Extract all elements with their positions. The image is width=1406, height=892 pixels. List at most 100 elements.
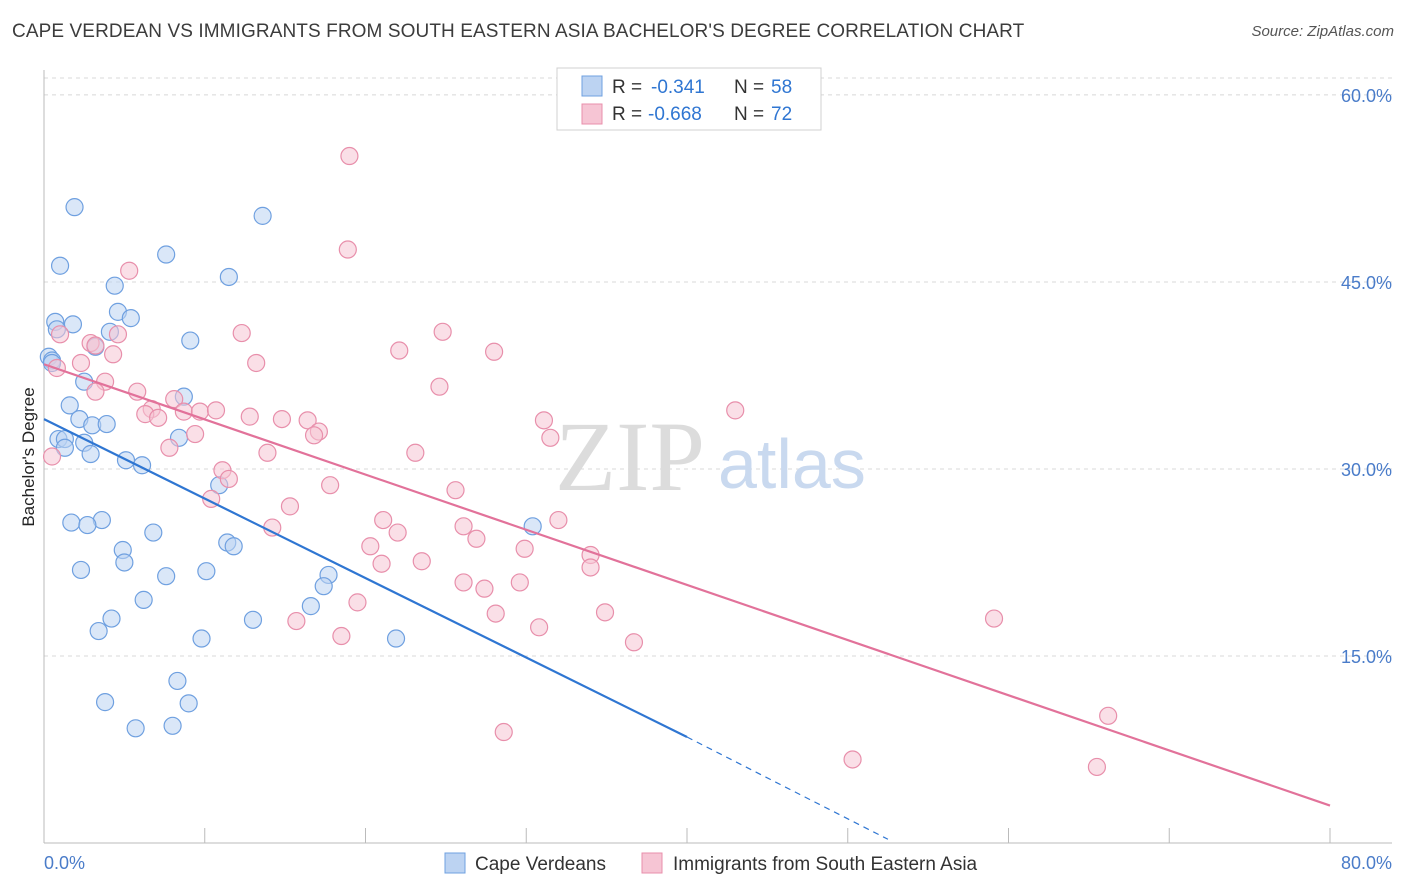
sea-immigrants-point: [433, 322, 452, 341]
legend-r-value-pink: -0.668: [648, 104, 702, 125]
cape-verdeans-point: [144, 523, 163, 542]
legend-r-value-blue: -0.341: [651, 77, 705, 98]
cape-verdeans-point: [168, 671, 187, 691]
sea-immigrants-point: [232, 323, 251, 343]
cape-verdeans-point: [243, 610, 263, 629]
sea-immigrants-point: [494, 722, 513, 742]
sea-immigrants-point: [534, 411, 554, 430]
cape-verdeans-point: [65, 198, 84, 217]
sea-immigrants-point: [485, 342, 504, 361]
trendline-cape-verdeans-extension: [686, 736, 889, 840]
cape-verdeans-point: [157, 245, 176, 264]
x-tick-label-min: 0.0%: [44, 853, 85, 873]
sea-immigrants-point: [515, 539, 534, 558]
sea-immigrants-point: [304, 426, 324, 445]
cape-verdeans-point: [126, 719, 145, 738]
sea-immigrants-point: [843, 750, 862, 769]
sea-immigrants-point: [272, 409, 292, 429]
y-tick-label: 30.0%: [1341, 460, 1392, 480]
cape-verdeans-points: [39, 198, 542, 738]
sea-immigrants-point: [430, 377, 449, 396]
sea-immigrants-point: [104, 345, 123, 364]
gridlines: [44, 77, 1392, 657]
cape-verdeans-point: [115, 553, 134, 572]
sea-immigrants-point: [984, 609, 1004, 628]
sea-immigrants-point: [541, 428, 560, 447]
sea-immigrants-point: [412, 552, 431, 571]
cape-verdeans-point: [62, 513, 81, 532]
sea-immigrants-point: [374, 510, 393, 530]
sea-immigrants-point: [340, 146, 359, 166]
sea-immigrants-point: [595, 603, 615, 622]
sea-immigrants-points: [42, 146, 1118, 777]
sea-immigrants-point: [321, 476, 340, 495]
x-ticks: [43, 828, 1331, 843]
cape-verdeans-point: [81, 444, 100, 464]
sea-immigrants-point: [338, 240, 357, 259]
cape-verdeans-point: [181, 331, 200, 350]
sea-immigrants-point: [388, 523, 407, 542]
cape-verdeans-point: [192, 629, 211, 648]
sea-immigrants-point: [475, 579, 494, 598]
series-legend-label-pink: Immigrants from South Eastern Asia: [673, 854, 978, 875]
y-tick-labels: 15.0% 30.0% 45.0% 60.0%: [1341, 86, 1392, 667]
sea-immigrants-point: [186, 424, 205, 444]
sea-immigrants-point: [287, 611, 306, 631]
sea-immigrants-point: [454, 573, 473, 592]
legend-n-label-pink: N =: [734, 104, 764, 125]
y-tick-label: 60.0%: [1341, 86, 1392, 106]
chart-title: CAPE VERDEAN VS IMMIGRANTS FROM SOUTH EA…: [12, 21, 1025, 42]
cape-verdeans-point: [134, 590, 153, 609]
cape-verdeans-point: [60, 396, 79, 415]
watermark-zip: ZIP: [555, 401, 705, 512]
sea-immigrants-point: [454, 517, 473, 536]
y-axis-label: Bachelor's Degree: [19, 387, 38, 526]
sea-immigrants-point: [240, 407, 259, 426]
cape-verdeans-point: [50, 256, 70, 275]
legend-n-label-blue: N =: [734, 77, 764, 98]
sea-immigrants-point: [120, 261, 139, 280]
watermark: ZIP atlas: [555, 401, 866, 512]
cape-verdeans-point: [55, 438, 74, 457]
sea-immigrants-point: [446, 481, 465, 500]
sea-immigrants-point: [86, 336, 105, 355]
cape-verdeans-point: [253, 206, 272, 225]
trendline-sea-immigrants: [43, 363, 1331, 807]
sea-immigrants-point: [160, 438, 179, 457]
cape-verdeans-point: [219, 267, 238, 287]
sea-immigrants-point: [581, 558, 600, 577]
sea-immigrants-point: [165, 390, 184, 409]
series-legend: Cape Verdeans Immigrants from South East…: [444, 852, 978, 875]
cape-verdeans-point: [157, 567, 176, 586]
cape-verdeans-point: [89, 621, 108, 641]
legend-swatch-blue: [581, 75, 603, 97]
legend-n-value-pink: 72: [771, 104, 792, 125]
sea-immigrants-point: [530, 618, 549, 637]
sea-immigrants-point: [549, 510, 568, 530]
cape-verdeans-point: [197, 562, 216, 581]
sea-immigrants-point: [1087, 757, 1107, 777]
cape-verdeans-point: [224, 537, 243, 556]
sea-immigrants-point: [42, 447, 62, 466]
x-tick-label-max: 80.0%: [1341, 853, 1392, 873]
cape-verdeans-point: [105, 276, 124, 295]
cape-verdeans-point: [163, 716, 182, 735]
legend-r-label-blue: R =: [612, 77, 642, 98]
legend-n-value-blue: 58: [771, 77, 792, 98]
legend-r-label-pink: R =: [612, 104, 642, 125]
cape-verdeans-point: [97, 414, 116, 434]
sea-immigrants-point: [263, 518, 282, 537]
sea-immigrants-point: [726, 401, 745, 420]
sea-immigrants-point: [108, 325, 128, 344]
sea-immigrants-point: [149, 408, 168, 427]
sea-immigrants-point: [332, 626, 351, 646]
sea-immigrants-point: [219, 469, 238, 489]
cape-verdeans-point: [386, 629, 406, 648]
series-legend-swatch-pink: [641, 852, 663, 874]
sea-immigrants-point: [486, 604, 505, 623]
cape-verdeans-point: [95, 693, 115, 712]
sea-immigrants-point: [372, 554, 391, 573]
legend-swatch-pink: [581, 103, 603, 125]
sea-immigrants-point: [71, 353, 91, 373]
